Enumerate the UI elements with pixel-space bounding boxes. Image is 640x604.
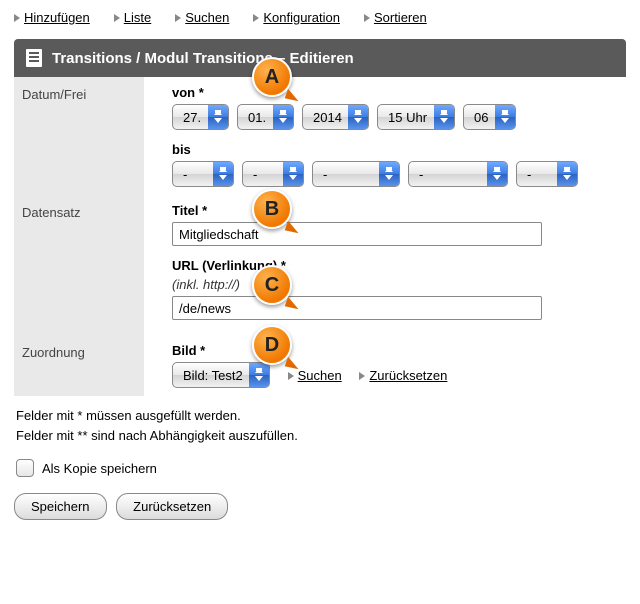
triangle-icon xyxy=(359,372,365,380)
page-header: Transitions / Modul Transitions – Editie… xyxy=(14,39,626,77)
triangle-icon xyxy=(288,372,294,380)
annotation-marker-a: A xyxy=(252,57,292,97)
titel-label: Titel * xyxy=(172,203,620,218)
bild-select[interactable]: Bild: Test2 xyxy=(172,362,270,388)
bis-minute-select[interactable]: - xyxy=(516,161,578,187)
triangle-icon xyxy=(114,14,120,22)
url-label: URL (Verlinkung) * xyxy=(172,258,620,273)
bis-day-select[interactable]: - xyxy=(172,161,234,187)
note-line2: Felder mit ** sind nach Abhängigkeit aus… xyxy=(16,426,624,446)
von-day-select[interactable]: 27. xyxy=(172,104,229,130)
bis-hour-select[interactable]: - xyxy=(408,161,508,187)
von-month-select[interactable]: 01. xyxy=(237,104,294,130)
annotation-marker-d: D xyxy=(252,325,292,365)
triangle-icon xyxy=(253,14,259,22)
von-hour-select[interactable]: 15 Uhr xyxy=(377,104,455,130)
top-nav: Hinzufügen Liste Suchen Konfiguration So… xyxy=(14,10,626,25)
nav-config[interactable]: Konfiguration xyxy=(253,10,340,25)
titel-input[interactable] xyxy=(172,222,542,246)
triangle-icon xyxy=(175,14,181,22)
von-label: von * xyxy=(172,85,620,100)
url-hint: (inkl. http://) xyxy=(172,277,620,292)
required-notes: Felder mit * müssen ausgefüllt werden. F… xyxy=(16,406,624,445)
note-line1: Felder mit * müssen ausgefüllt werden. xyxy=(16,406,624,426)
nav-add[interactable]: Hinzufügen xyxy=(14,10,90,25)
triangle-icon xyxy=(364,14,370,22)
triangle-icon xyxy=(14,14,20,22)
bis-label: bis xyxy=(172,142,620,157)
form-area: Datum/Frei A von * 27. 01. 2014 15 Uhr 0… xyxy=(14,77,626,520)
nav-sort[interactable]: Sortieren xyxy=(364,10,427,25)
section-assign-label: Zuordnung xyxy=(14,335,144,396)
bis-month-select[interactable]: - xyxy=(242,161,304,187)
section-date-label: Datum/Frei xyxy=(14,77,144,195)
nav-list[interactable]: Liste xyxy=(114,10,151,25)
von-year-select[interactable]: 2014 xyxy=(302,104,369,130)
reset-button[interactable]: Zurücksetzen xyxy=(116,493,228,520)
von-minute-select[interactable]: 06 xyxy=(463,104,516,130)
page-title: Transitions / Modul Transitions – Editie… xyxy=(52,50,354,67)
save-button[interactable]: Speichern xyxy=(14,493,107,520)
annotation-marker-c: C xyxy=(252,265,292,305)
section-dataset-label: Datensatz xyxy=(14,195,144,335)
copy-label: Als Kopie speichern xyxy=(42,461,157,476)
nav-search[interactable]: Suchen xyxy=(175,10,229,25)
url-input[interactable] xyxy=(172,296,542,320)
copy-checkbox[interactable] xyxy=(16,459,34,477)
bild-label: Bild * xyxy=(172,343,620,358)
document-icon xyxy=(26,49,42,67)
annotation-marker-b: B xyxy=(252,189,292,229)
bis-year-select[interactable]: - xyxy=(312,161,400,187)
bild-reset-link[interactable]: Zurücksetzen xyxy=(359,368,447,383)
